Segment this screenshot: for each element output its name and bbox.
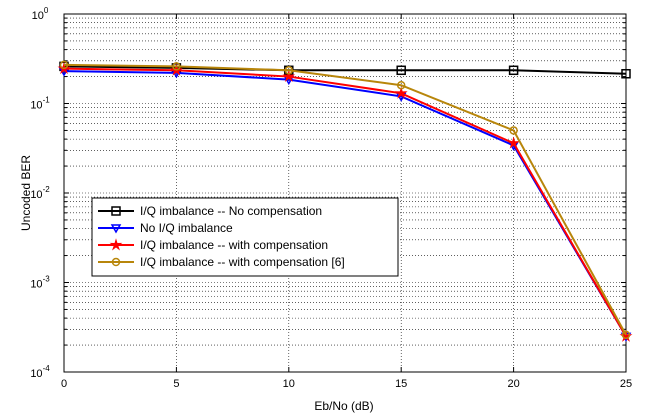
series-line <box>63 67 627 337</box>
x-axis-label: Eb/No (dB) <box>314 399 373 413</box>
series-line <box>63 63 627 336</box>
series-line <box>63 65 627 75</box>
series-4 <box>59 60 631 340</box>
data-point <box>172 62 181 71</box>
series-3 <box>57 61 633 342</box>
x-tick-label: 25 <box>620 378 632 390</box>
data-point <box>396 80 406 90</box>
legend-entry: No I/Q imbalance <box>140 221 233 235</box>
x-tick-label: 10 <box>283 378 295 390</box>
legend: I/Q imbalance -- No compensation No I/Q i… <box>91 197 399 277</box>
y-tick-label: 10-4 <box>30 364 50 380</box>
legend-marker <box>111 206 121 216</box>
legend-entry: I/Q imbalance -- No compensation <box>140 204 322 218</box>
data-point <box>508 65 519 76</box>
data-point <box>507 136 521 149</box>
data-point <box>282 69 296 83</box>
data-point <box>396 65 406 76</box>
y-axis-label: Uncoded BER <box>19 155 33 231</box>
legend-marker <box>110 224 122 234</box>
legend-marker <box>109 238 123 251</box>
legend-entry: I/Q imbalance -- with compensation [6] <box>140 255 345 269</box>
data-point <box>284 66 294 75</box>
y-tick-exponent: -4 <box>43 364 51 373</box>
data-point <box>59 60 69 70</box>
data-series <box>57 60 633 342</box>
data-point <box>394 86 408 99</box>
x-tick-label: 5 <box>173 378 179 390</box>
data-point <box>621 68 631 79</box>
y-tick-exponent: 0 <box>44 6 49 15</box>
y-tick-label: 10-3 <box>30 275 50 291</box>
legend-marker <box>111 257 121 267</box>
y-tick-label: 10-2 <box>30 185 50 201</box>
y-tick-label: 100 <box>32 6 49 22</box>
x-tick-label: 0 <box>61 378 67 390</box>
x-tick-label: 20 <box>507 378 519 390</box>
axes: 0 5 10 15 20 25 10-4 10-3 10-2 10-1 100 <box>30 6 632 390</box>
legend-entry: I/Q imbalance -- with compensation <box>140 238 328 252</box>
y-tick-exponent: -1 <box>43 96 51 105</box>
x-tick-label: 15 <box>395 378 407 390</box>
y-tick-exponent: -2 <box>43 185 51 194</box>
y-tick-label: 10-1 <box>30 96 50 112</box>
y-tick-exponent: -3 <box>43 275 51 284</box>
legend-box <box>91 197 399 277</box>
data-point <box>621 330 631 340</box>
data-point <box>509 126 518 135</box>
